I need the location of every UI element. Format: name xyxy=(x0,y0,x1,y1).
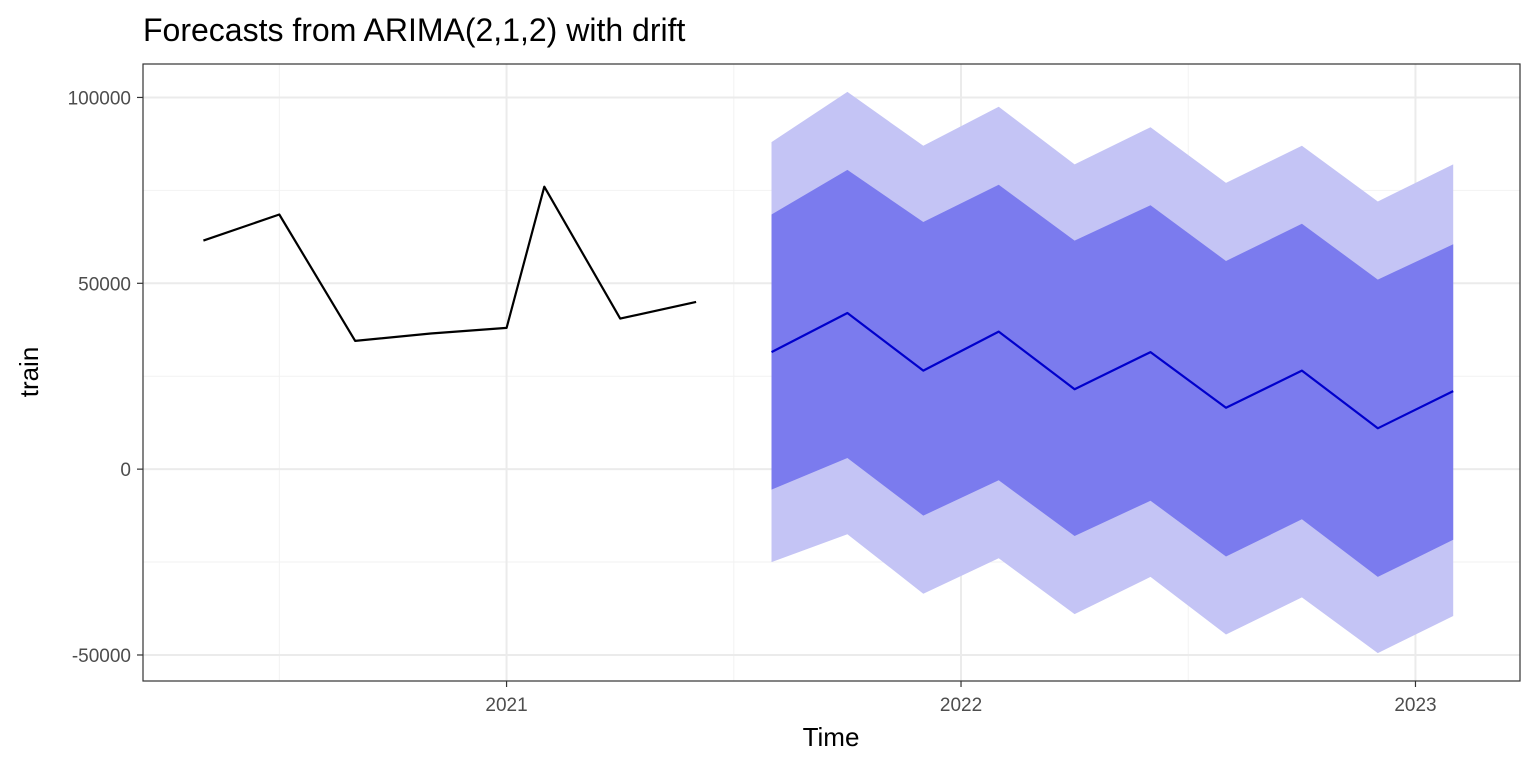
y-tick-label: 50000 xyxy=(78,274,131,295)
series-lines xyxy=(203,185,1454,430)
y-axis-title: train xyxy=(14,347,44,398)
x-tick-label: 2023 xyxy=(1394,695,1436,716)
observed-line xyxy=(203,185,697,342)
x-tick-label: 2022 xyxy=(940,695,982,716)
x-tick-label: 2021 xyxy=(485,695,527,716)
x-axis-title: Time xyxy=(803,722,860,752)
y-tick-label: 0 xyxy=(120,460,131,481)
x-axis: 2021 2022 2023 xyxy=(485,681,1437,716)
band-80 xyxy=(771,169,1454,577)
y-axis: -50000 0 50000 100000 xyxy=(68,88,143,667)
panel-border xyxy=(142,63,1521,682)
chart-title: Forecasts from ARIMA(2,1,2) with drift xyxy=(143,12,685,48)
y-tick-label: 100000 xyxy=(68,88,131,109)
y-tick-label: -50000 xyxy=(72,646,131,667)
band-80-area xyxy=(771,169,1454,577)
forecast-mean-line xyxy=(770,311,1454,430)
